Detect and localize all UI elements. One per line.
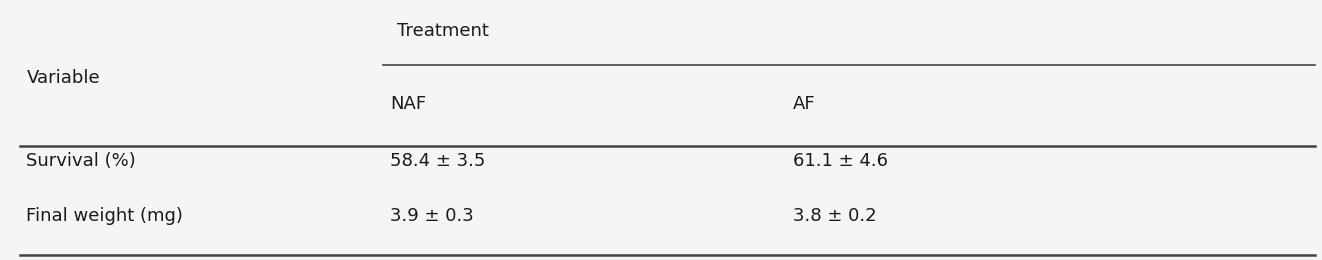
Text: 58.4 ± 3.5: 58.4 ± 3.5 — [390, 152, 485, 170]
Text: AF: AF — [793, 95, 816, 113]
Text: Variable: Variable — [26, 69, 100, 87]
Text: 3.9 ± 0.3: 3.9 ± 0.3 — [390, 207, 473, 225]
Text: 61.1 ± 4.6: 61.1 ± 4.6 — [793, 152, 888, 170]
Text: 3.8 ± 0.2: 3.8 ± 0.2 — [793, 207, 876, 225]
Text: Final weight (mg): Final weight (mg) — [26, 207, 184, 225]
Text: Treatment: Treatment — [397, 22, 488, 40]
Text: NAF: NAF — [390, 95, 426, 113]
Text: Survival (%): Survival (%) — [26, 152, 136, 170]
